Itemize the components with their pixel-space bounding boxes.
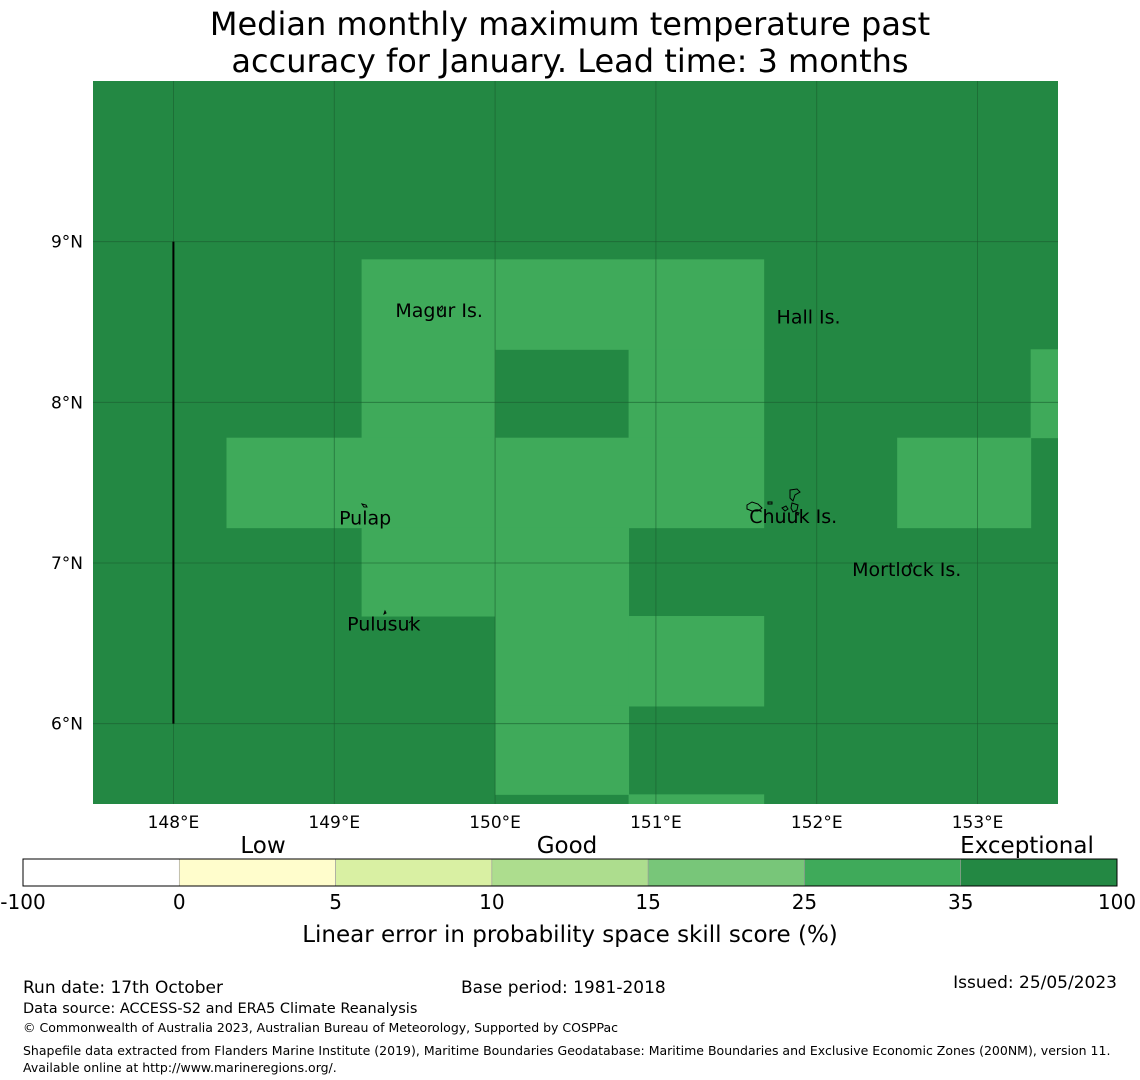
colorbar-segment-6 xyxy=(960,858,1118,887)
place-label-pulusuk: Pulusuk xyxy=(347,613,420,635)
title-line-1: Median monthly maximum temperature past xyxy=(209,5,931,43)
category-label-exceptional: Exceptional xyxy=(960,833,1094,859)
skill-cell-10 xyxy=(897,437,1032,529)
skill-cell-0 xyxy=(361,259,496,439)
data-source: Data source: ACCESS-S2 and ERA5 Climate … xyxy=(23,1001,418,1017)
magur-island-outline xyxy=(438,305,444,312)
place-label-chuuk-is: Chuuk Is. xyxy=(749,506,837,528)
shapefile-credit: Shapefile data extracted from Flanders M… xyxy=(23,1043,1111,1075)
skill-cell-6 xyxy=(495,527,630,707)
skill-cell-11 xyxy=(1030,349,1058,439)
colorbar-segment-5 xyxy=(804,858,962,887)
colorbar-tick-3: 10 xyxy=(479,890,504,914)
skill-cell-2 xyxy=(628,349,765,439)
chuuk-lagoon-outline xyxy=(746,488,801,516)
base-period: Base period: 1981-2018 xyxy=(461,978,666,998)
skill-cell-4 xyxy=(495,437,765,529)
run-date: Run date: 17th October xyxy=(23,978,223,998)
map-and-colorbar: Magur Is. Hall Is. Pulap Chuuk Is. Mortlock … xyxy=(0,81,1136,948)
colorbar-tick-6: 35 xyxy=(948,890,973,914)
colorbar-frame xyxy=(22,858,1118,887)
place-labels: Magur Is. Hall Is. Pulap Chuuk Is. Mortlock … xyxy=(339,300,961,635)
colorbar-tick-labels: -100 0 5 10 15 25 35 100 xyxy=(0,890,1136,914)
colorbar-tick-2: 5 xyxy=(329,890,342,914)
colorbar-segment-3 xyxy=(491,858,649,887)
pulap-island-outline xyxy=(360,503,368,508)
colorbar-tick-0: -100 xyxy=(0,890,45,914)
colorbar-segments xyxy=(22,858,1118,887)
skill-cell-5 xyxy=(361,527,496,617)
skill-cell-8 xyxy=(495,705,630,795)
skill-cell-7 xyxy=(628,616,765,707)
skill-cell-3 xyxy=(226,437,496,529)
pulusuk-mark xyxy=(408,620,412,624)
lat-tick-6: 6°N xyxy=(51,715,83,735)
lon-tick-149: 149°E xyxy=(308,813,360,833)
place-label-pulap: Pulap xyxy=(339,507,391,529)
colorbar: Low Good Exceptional -100 0 5 10 15 25 35 100 L… xyxy=(0,833,1136,948)
lon-tick-148: 148°E xyxy=(148,813,200,833)
colorbar-tick-5: 25 xyxy=(792,890,817,914)
island-outlines xyxy=(360,305,913,624)
category-label-low: Low xyxy=(240,833,285,859)
lat-tick-7: 7°N xyxy=(51,554,83,574)
chart-title: Median monthly maximum temperature past … xyxy=(0,6,1140,80)
category-label-good: Good xyxy=(537,833,598,859)
pulusuk-island-outline xyxy=(383,609,387,615)
colorbar-segment-2 xyxy=(335,858,493,887)
skill-cells xyxy=(226,259,1058,804)
skill-cell-9 xyxy=(628,794,765,804)
colorbar-tick-7: 100 xyxy=(1098,890,1136,914)
issued-date: Issued: 25/05/2023 xyxy=(953,973,1117,993)
copyright: © Commonwealth of Australia 2023, Austra… xyxy=(23,1020,618,1035)
colorbar-title: Linear error in probability space skill … xyxy=(302,922,838,948)
colorbar-tick-4: 15 xyxy=(635,890,660,914)
colorbar-segment-1 xyxy=(178,858,336,887)
mortlock-island-outline xyxy=(908,561,913,567)
place-label-mortlock-is: Mortlock Is. xyxy=(852,559,961,581)
place-label-magur-is: Magur Is. xyxy=(395,300,483,322)
lat-tick-9: 9°N xyxy=(51,233,83,253)
colorbar-tick-1: 0 xyxy=(173,890,186,914)
colorbar-segment-4 xyxy=(647,858,805,887)
skill-cell-1 xyxy=(495,259,765,350)
longitude-tick-labels: 148°E 149°E 150°E 151°E 152°E 153°E xyxy=(148,813,1004,833)
title-line-2: accuracy for January. Lead time: 3 month… xyxy=(231,42,909,80)
gridlines xyxy=(93,81,1058,804)
lon-tick-151: 151°E xyxy=(630,813,682,833)
latitude-tick-labels: 9°N 8°N 7°N 6°N xyxy=(51,233,83,735)
place-label-hall-is: Hall Is. xyxy=(777,307,841,329)
colorbar-segment-0 xyxy=(22,858,180,887)
lon-tick-152: 152°E xyxy=(791,813,843,833)
lon-tick-153: 153°E xyxy=(952,813,1004,833)
lat-tick-8: 8°N xyxy=(51,393,83,413)
lon-tick-150: 150°E xyxy=(469,813,521,833)
